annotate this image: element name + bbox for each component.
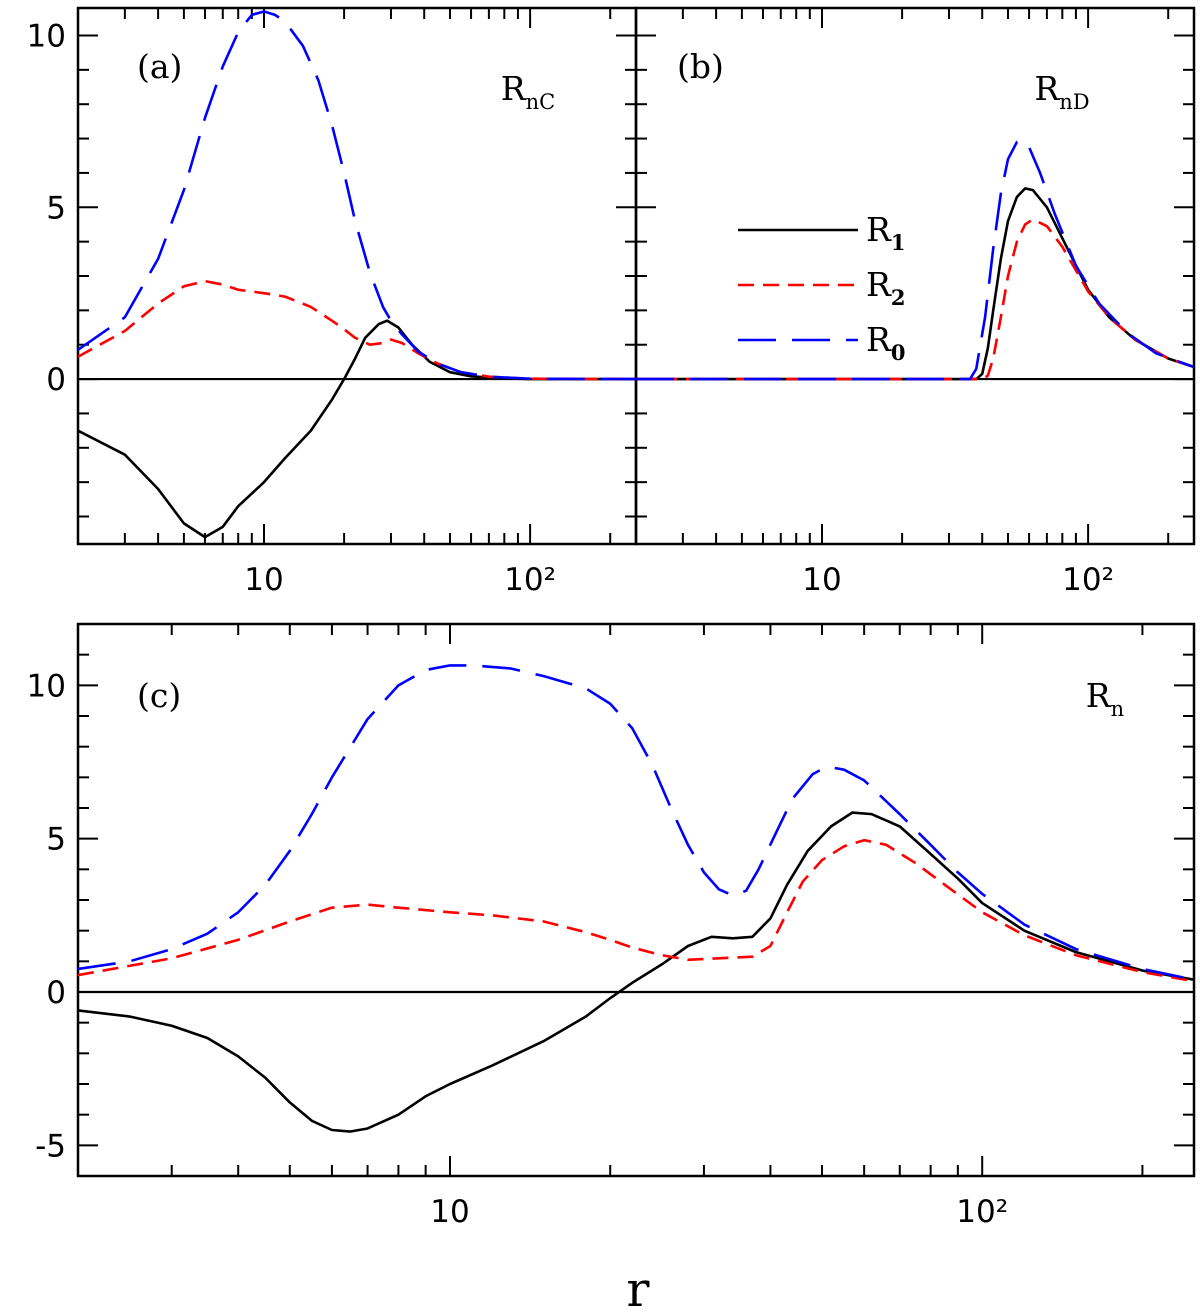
y-tick-label: 5 [46,190,66,226]
series-line-r2 [78,838,1194,983]
panel-b: 10 10² (b) RnD R1 R2 R0 [634,6,1196,598]
series-line-r1 [78,811,1194,1133]
series-group [78,664,1194,1133]
panel-a: 10 10² 0 5 10 (a) RnC [27,6,638,598]
plot-frame [634,6,1196,546]
legend-label: R2 [866,265,905,310]
y-tick-label: 5 [46,822,66,858]
x-ticks: 10 10² [77,624,1144,1230]
x-tick-label: 10 [802,562,841,598]
series-line-r0 [636,138,1194,381]
x-tick-label: 10² [956,1194,1008,1230]
series-group [78,10,636,539]
panel-label: (c) [137,676,181,715]
y-tick-label: 0 [46,975,66,1011]
series-line-r2 [78,279,636,381]
panel-label: (b) [677,47,724,86]
x-axis-label: r [627,1262,650,1316]
legend: R1 R2 R0 [738,210,905,365]
series-group [636,138,1194,381]
y-ticks: -5 0 5 10 [27,623,1194,1177]
panel-title: Rn [1086,676,1124,721]
x-tick-label: 10 [244,562,283,598]
legend-label: R0 [866,320,905,365]
y-tick-label: 10 [27,18,66,54]
series-line-r0 [78,10,636,381]
panel-title: RnD [1034,69,1089,114]
y-ticks: 0 5 10 [27,18,636,518]
series-line-r1 [636,187,1194,381]
x-tick-label: 10² [504,562,556,598]
panel-label: (a) [137,47,182,86]
x-tick-label: 10² [1062,562,1114,598]
y-ticks [636,34,1194,518]
x-ticks: 10 10² [77,8,612,598]
series-line-r0 [78,664,1194,982]
plot-frame [76,6,638,546]
plot-frame [76,622,1196,1178]
y-tick-label: -5 [35,1128,66,1164]
series-line-r1 [78,319,636,539]
x-tick-label: 10 [430,1194,469,1230]
series-line-r2 [636,218,1194,381]
y-tick-label: 0 [46,362,66,398]
legend-label: R1 [866,210,905,255]
x-ticks: 10 10² [635,8,1170,598]
panel-c: 10 10² -5 0 5 10 (c) Rn [27,622,1196,1230]
panel-title: RnC [501,69,555,114]
y-tick-label: 10 [27,668,66,704]
